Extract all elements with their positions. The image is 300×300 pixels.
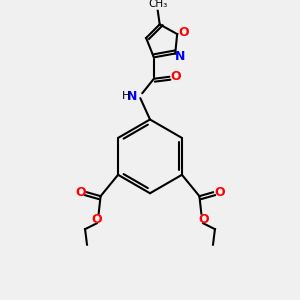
Text: N: N xyxy=(127,90,138,103)
Text: O: O xyxy=(179,26,189,39)
Text: O: O xyxy=(170,70,181,83)
Text: CH₃: CH₃ xyxy=(148,0,167,9)
Text: O: O xyxy=(92,213,102,226)
Text: O: O xyxy=(75,186,86,199)
Text: O: O xyxy=(214,186,225,199)
Text: N: N xyxy=(175,50,185,63)
Text: O: O xyxy=(198,213,208,226)
Text: H: H xyxy=(122,91,130,101)
